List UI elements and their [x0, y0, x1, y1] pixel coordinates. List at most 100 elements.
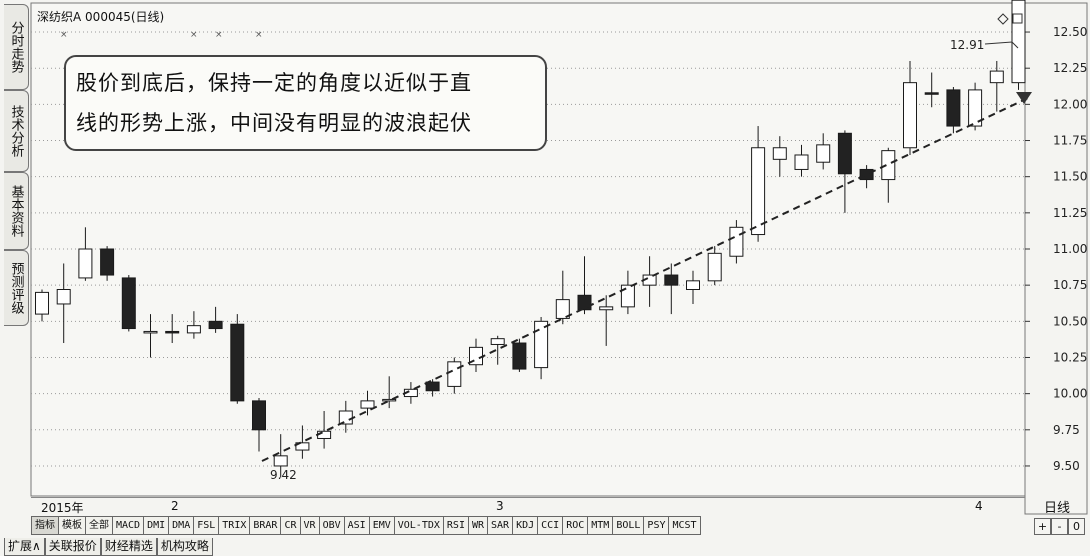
candle-body — [729, 226, 744, 257]
candle-body — [534, 320, 549, 369]
diamond-icon[interactable] — [997, 13, 1009, 25]
indicator-tab[interactable]: BOLL — [613, 516, 645, 535]
window-icon[interactable] — [1012, 13, 1023, 24]
indicator-tab[interactable]: VR — [300, 516, 320, 535]
candle-body — [252, 400, 266, 431]
candle-body — [56, 289, 71, 305]
candle-body — [837, 132, 852, 175]
indicator-tab-bar: 指标 模板 全部 MACD DMI DMA FSL TRIX BRAR CR VR OBV ASI EMV… — [31, 516, 701, 535]
y-tick-label: 11.00 — [1053, 242, 1087, 256]
tab-intraday[interactable]: 分时走势 — [4, 4, 29, 90]
y-tick-label: 10.25 — [1053, 350, 1087, 364]
date-label-feb: 2 — [171, 499, 179, 513]
candle-body — [968, 89, 983, 127]
candle-body — [772, 147, 787, 160]
candle-body — [100, 248, 115, 276]
bottom-tab[interactable]: 财经精选 — [100, 538, 157, 556]
indicator-tab[interactable]: ROC — [563, 516, 589, 535]
candle-body — [1011, 0, 1026, 84]
indicator-tab[interactable]: SAR — [488, 516, 514, 535]
candle-body — [208, 320, 223, 330]
tab-intraday-label: 分时走势 — [8, 21, 24, 73]
indicator-tab[interactable]: 全部 — [86, 516, 113, 535]
candle-body — [707, 252, 722, 282]
candle-body — [620, 284, 635, 308]
date-label-2015: 2015年 — [41, 501, 84, 515]
indicator-tab[interactable]: WR — [468, 516, 489, 535]
zoom-button[interactable]: - — [1051, 518, 1068, 535]
y-tick-label: 12.50 — [1053, 25, 1087, 39]
signal-mark-icon: × — [255, 30, 263, 40]
y-tick-label: 12.00 — [1053, 97, 1087, 111]
indicator-tab[interactable]: PSY — [644, 516, 670, 535]
signal-mark-icon: × — [60, 30, 68, 40]
bottom-tab[interactable]: 扩展∧ — [4, 538, 45, 556]
candle-body — [425, 381, 440, 392]
tab-forecast-label: 预测评级 — [8, 262, 24, 314]
indicator-tab[interactable]: 模板 — [59, 516, 86, 535]
candle-body — [165, 330, 180, 334]
y-tick-label: 10.00 — [1053, 387, 1087, 401]
annotation-box: 股价到底后，保持一定的角度以近似于直 线的形势上涨，中间没有明显的波浪起伏 — [64, 55, 547, 151]
indicator-tab[interactable]: CR — [281, 516, 301, 535]
indicator-tab[interactable]: KDJ — [513, 516, 539, 535]
candle-body — [924, 92, 939, 95]
candle-body — [35, 291, 49, 315]
trend-line — [261, 97, 1029, 462]
y-tick-label: 9.50 — [1053, 459, 1080, 473]
tab-fundamentals-label: 基本资料 — [8, 185, 24, 237]
candle-body — [143, 330, 158, 334]
candle-body — [686, 280, 700, 291]
candle-body — [577, 294, 592, 311]
candle-body — [751, 147, 766, 236]
y-tick-label: 11.50 — [1053, 170, 1087, 184]
tab-technical[interactable]: 技术分析 — [4, 90, 29, 172]
zoom-button[interactable]: + — [1034, 518, 1051, 535]
stock-name: 深纺织A — [37, 10, 82, 24]
stock-code: 000045 — [85, 10, 131, 24]
y-axis-panel — [1024, 2, 1088, 515]
bottom-tab[interactable]: 机构攻略 — [156, 538, 213, 556]
tab-fundamentals[interactable]: 基本资料 — [4, 172, 29, 250]
candle-body — [447, 361, 462, 387]
candle-body — [859, 168, 874, 181]
indicator-tab[interactable]: ASI — [344, 516, 370, 535]
stock-title: 深纺织A 000045(日线) — [37, 8, 164, 25]
signal-mark-icon: × — [190, 30, 198, 40]
tab-forecast[interactable]: 预测评级 — [4, 250, 29, 326]
candle-body — [121, 277, 136, 330]
candle-body — [78, 248, 93, 279]
indicator-tab[interactable]: BRAR — [250, 516, 282, 535]
indicator-tab[interactable]: TRIX — [219, 516, 251, 535]
indicator-tab[interactable]: OBV — [319, 516, 345, 535]
indicator-tab[interactable]: RSI — [443, 516, 469, 535]
indicator-tab[interactable]: DMA — [169, 516, 195, 535]
indicator-tab[interactable]: CCI — [538, 516, 564, 535]
candle-body — [664, 274, 679, 286]
bottom-tab[interactable]: 关联报价 — [44, 538, 101, 556]
candle-body — [903, 82, 917, 149]
annotation-line-1: 股价到底后，保持一定的角度以近似于直 — [76, 71, 472, 95]
y-tick-label: 10.50 — [1053, 314, 1087, 328]
date-axis: 2015年 2 3 4 — [31, 497, 1025, 515]
indicator-tab[interactable]: MTM — [588, 516, 614, 535]
indicator-tab[interactable]: MCST — [669, 516, 701, 535]
candle-body — [555, 299, 570, 319]
candle-body — [512, 342, 527, 370]
indicator-tab[interactable]: EMV — [369, 516, 395, 535]
high-mark-pointer — [984, 41, 1019, 49]
candle-body — [338, 410, 353, 425]
stock-period: (日线) — [130, 10, 165, 24]
indicator-tab[interactable]: MACD — [113, 516, 145, 535]
y-tick-label: 9.75 — [1053, 423, 1080, 437]
indicator-tab[interactable]: DMI — [144, 516, 170, 535]
indicator-tab[interactable]: VOL-TDX — [394, 516, 444, 535]
date-label-apr: 4 — [975, 499, 983, 513]
y-axis: 12.50 12.25 12.00 11.75 11.50 11.25 11.00 10.75… — [1025, 25, 1087, 473]
indicator-tab[interactable]: FSL — [194, 516, 220, 535]
zoom-button[interactable]: 0 — [1068, 518, 1085, 535]
candle-body — [816, 144, 831, 163]
low-price-mark: 9.42 — [270, 468, 297, 482]
y-tick-label: 11.75 — [1053, 134, 1087, 148]
indicator-tab[interactable]: 指标 — [31, 516, 59, 535]
